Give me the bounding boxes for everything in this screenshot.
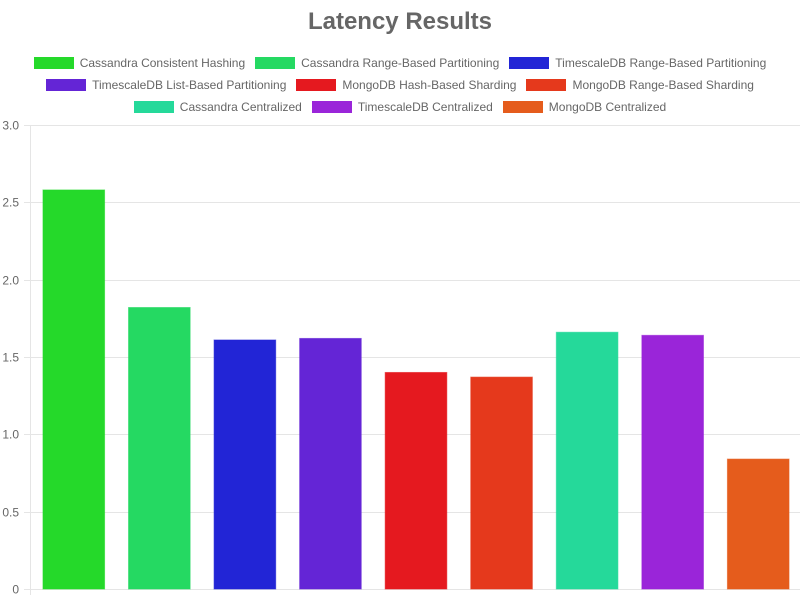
y-tick-label: 0 (12, 583, 19, 597)
legend-swatch (33, 57, 74, 69)
bar[interactable] (213, 339, 277, 590)
y-tick-label: 1.5 (2, 351, 19, 365)
bar[interactable] (555, 331, 619, 590)
bar[interactable] (641, 334, 704, 590)
legend-label: MongoDB Centralized (548, 100, 667, 114)
legend-swatch (46, 79, 87, 91)
bars (42, 189, 790, 590)
legend-label: MongoDB Hash-Based Sharding (342, 78, 517, 92)
y-tick-label: 3.0 (2, 119, 19, 133)
legend-swatch (311, 101, 352, 113)
legend-swatch (133, 101, 174, 113)
legend-label: Cassandra Consistent Hashing (79, 56, 246, 70)
legend: Cassandra Consistent Hashing Cassandra Ra… (0, 54, 800, 116)
legend-swatch (255, 57, 296, 69)
legend-item[interactable]: TimescaleDB List-Based Partitioning (46, 76, 286, 94)
legend-label: TimescaleDB List-Based Partitioning (92, 78, 287, 92)
legend-swatch (526, 79, 567, 91)
y-tick-label: 1.0 (2, 428, 19, 442)
y-tick-label: 0.5 (2, 506, 19, 520)
legend-label: TimescaleDB Centralized (357, 100, 493, 114)
bar[interactable] (384, 371, 448, 590)
legend-swatch (502, 101, 543, 113)
legend-item[interactable]: Cassandra Range-Based Partitioning (255, 54, 499, 72)
legend-item[interactable]: MongoDB Centralized (502, 98, 667, 116)
bar[interactable] (299, 337, 362, 590)
legend-item[interactable]: TimescaleDB Centralized (311, 98, 493, 116)
bar[interactable] (726, 458, 790, 590)
legend-item[interactable]: Cassandra Consistent Hashing (33, 54, 246, 72)
legend-swatch (509, 57, 550, 69)
chart-title: Latency Results (307, 8, 493, 35)
legend-item[interactable]: MongoDB Hash-Based Sharding (296, 76, 516, 94)
bar[interactable] (128, 307, 191, 590)
legend-item[interactable]: MongoDB Range-Based Sharding (526, 76, 754, 94)
legend-label: MongoDB Range-Based Sharding (572, 78, 754, 92)
y-tick-label: 2.5 (2, 196, 19, 210)
bar[interactable] (42, 189, 106, 590)
y-axis: 0 0.5 1.0 1.5 2.0 2.5 3.0 (2, 119, 31, 597)
bar[interactable] (470, 376, 533, 590)
legend-label: Cassandra Range-Based Partitioning (301, 56, 500, 70)
y-tick-label: 2.0 (2, 274, 19, 288)
legend-item[interactable]: TimescaleDB Range-Based Partitioning (509, 54, 766, 72)
legend-swatch (296, 79, 337, 91)
legend-item[interactable]: Cassandra Centralized (133, 98, 302, 116)
legend-label: TimescaleDB Range-Based Partitioning (555, 56, 767, 70)
legend-label: Cassandra Centralized (179, 100, 302, 114)
